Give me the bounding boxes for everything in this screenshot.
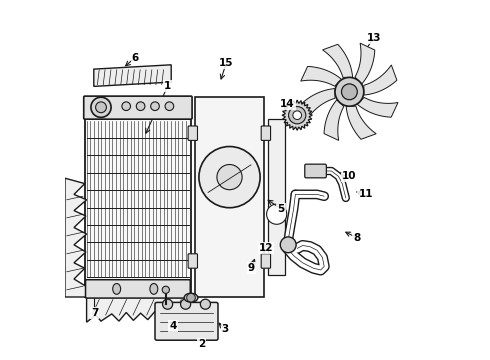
Polygon shape [364,65,397,95]
Circle shape [136,102,145,111]
Text: 13: 13 [367,33,381,43]
Circle shape [187,293,196,302]
Text: 2: 2 [198,339,205,349]
Polygon shape [282,100,312,130]
Text: 10: 10 [342,171,357,181]
Polygon shape [65,178,87,297]
Circle shape [342,84,357,100]
Polygon shape [94,65,171,86]
Text: 9: 9 [248,263,255,273]
Polygon shape [301,66,342,86]
Circle shape [199,147,260,208]
Text: 15: 15 [219,58,234,68]
Circle shape [293,111,301,120]
Polygon shape [355,43,375,84]
FancyBboxPatch shape [188,126,197,140]
FancyBboxPatch shape [84,96,192,119]
Polygon shape [302,89,335,118]
Circle shape [217,165,242,190]
Text: 4: 4 [170,321,177,331]
Polygon shape [322,44,353,77]
Circle shape [180,299,191,309]
Text: 8: 8 [353,233,360,243]
Text: 3: 3 [221,324,229,334]
Ellipse shape [113,284,121,294]
FancyBboxPatch shape [155,302,218,340]
Circle shape [91,97,111,117]
Bar [85,97,191,297]
FancyBboxPatch shape [188,254,197,268]
Polygon shape [357,98,398,117]
Circle shape [165,102,174,111]
Circle shape [151,102,159,111]
Text: 7: 7 [91,308,98,318]
Circle shape [162,286,170,293]
Ellipse shape [150,284,158,294]
Circle shape [335,77,364,106]
FancyBboxPatch shape [305,164,326,178]
FancyBboxPatch shape [261,126,270,140]
Bar [268,119,285,275]
Circle shape [122,102,130,111]
Polygon shape [324,100,344,140]
Text: 11: 11 [358,189,373,199]
Polygon shape [346,106,376,139]
Text: 1: 1 [164,81,171,91]
Ellipse shape [184,293,198,302]
FancyBboxPatch shape [261,254,270,268]
FancyBboxPatch shape [86,280,190,298]
Text: 6: 6 [132,53,139,63]
Text: 12: 12 [259,243,273,253]
Circle shape [289,107,306,124]
Circle shape [96,102,106,113]
Circle shape [163,299,172,309]
Text: 14: 14 [280,99,295,109]
Polygon shape [87,297,191,322]
Bar [196,97,264,297]
Circle shape [280,237,296,253]
Circle shape [267,204,287,224]
Text: 5: 5 [277,204,285,214]
Circle shape [200,299,210,309]
